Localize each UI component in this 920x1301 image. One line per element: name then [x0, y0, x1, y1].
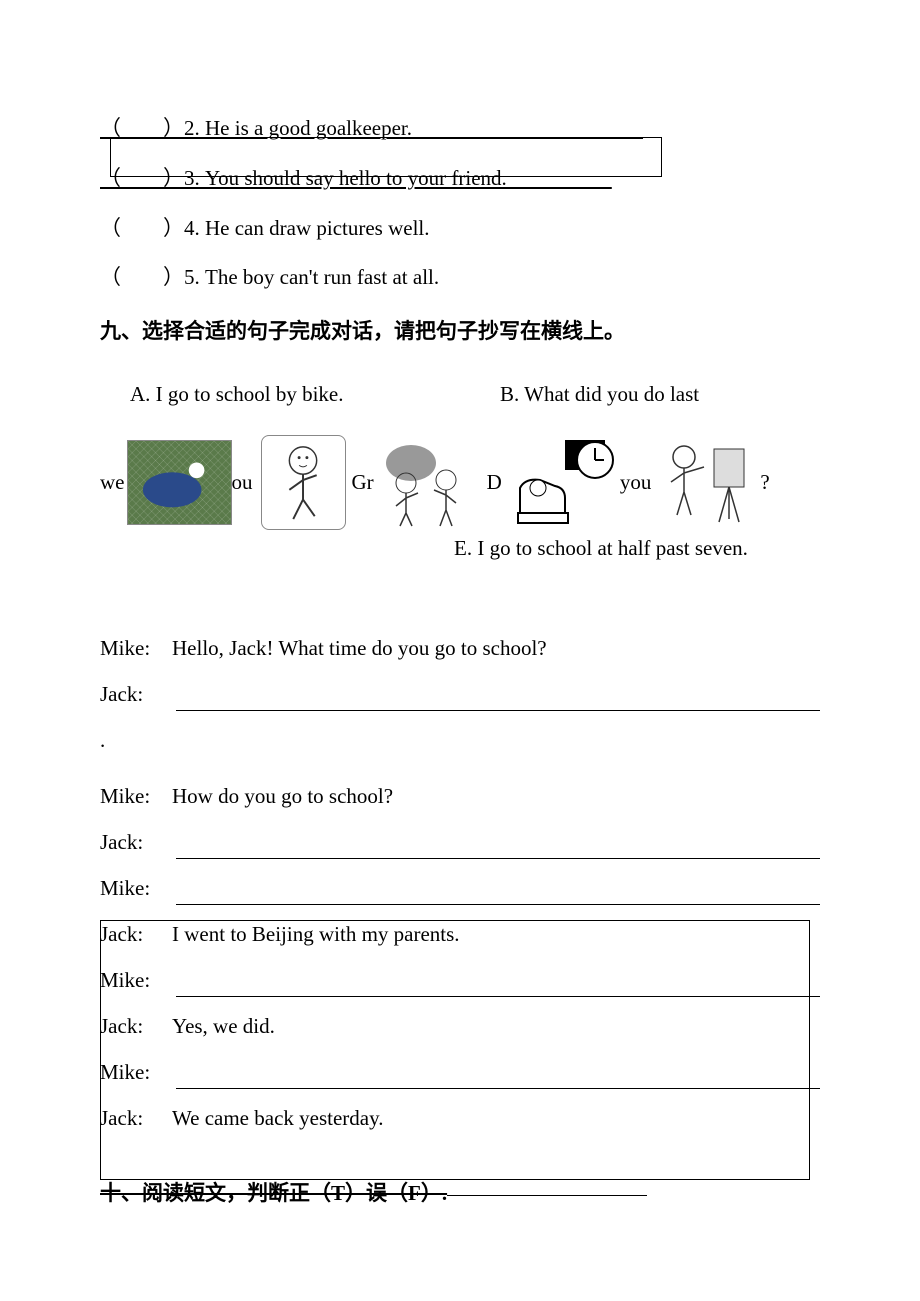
dialogue-line-7: Mike: [100, 959, 820, 1001]
dialogue-text-1: Hello, Jack! What time do you go to scho… [172, 627, 547, 669]
boy-running-icon [262, 436, 345, 529]
dialogue-line-9: Mike: [100, 1051, 820, 1093]
speaker-mike-5: Mike: [100, 1051, 172, 1093]
speaker-mike-1: Mike: [100, 627, 172, 669]
drawing-easel-icon [659, 437, 754, 529]
text-gr: Gr [352, 470, 374, 495]
text-we: we [100, 470, 125, 495]
option-e: E. I go to school at half past seven. [454, 536, 820, 561]
image-greeting [376, 438, 481, 528]
dialogue-line-8: Jack: Yes, we did. [100, 1005, 820, 1047]
question-4: （ ）4. He can draw pictures well. [100, 210, 820, 248]
text-qmark: ? [760, 470, 769, 495]
option-a: A. I go to school by bike. [130, 375, 500, 415]
blank-3 [176, 863, 820, 905]
speaker-jack-5: Jack: [100, 1097, 172, 1139]
option-b: B. What did you do last [500, 375, 820, 415]
section-10-underline [447, 1195, 647, 1196]
dialogue-line-1: Mike: Hello, Jack! What time do you go t… [100, 627, 820, 669]
image-sleeping [510, 438, 618, 528]
dialogue-line-10: Jack: We came back yesterday. [100, 1097, 820, 1139]
options-row-1: A. I go to school by bike. B. What did y… [100, 375, 820, 415]
dialogue-text-6: I went to Beijing with my parents. [172, 913, 460, 955]
dialogue-line-5: Mike: [100, 867, 820, 909]
dialogue-text-10: We came back yesterday. [172, 1097, 384, 1139]
question-2: （ ）2. He is a good goalkeeper. [100, 110, 820, 148]
speaker-jack-2: Jack: [100, 821, 172, 863]
blank-4 [176, 955, 820, 997]
dialogue-line-4: Jack: [100, 821, 820, 863]
dialogue-line-3: Mike: How do you go to school? [100, 775, 820, 817]
image-row: we ou Gr [100, 435, 820, 530]
image-boy-running [261, 435, 346, 530]
dialogue-text-3: How do you go to school? [172, 775, 393, 817]
text-d: D [487, 470, 502, 495]
section-10: 十、阅读短文，判断正（T）误（F）. [100, 1177, 820, 1207]
speaker-jack-4: Jack: [100, 1005, 172, 1047]
speaker-jack-1: Jack: [100, 673, 172, 715]
dialogue-text-8: Yes, we did. [172, 1005, 275, 1047]
dialogue-line-6: Jack: I went to Beijing with my parents. [100, 913, 820, 955]
dialogue-line-2: Jack: [100, 673, 820, 715]
speaker-mike-4: Mike: [100, 959, 172, 1001]
image-goalkeeper [127, 440, 232, 525]
section-10-header: 十、阅读短文，判断正（T）误（F）. [100, 1181, 447, 1205]
speaker-mike-2: Mike: [100, 775, 172, 817]
dialogue-block: Mike: Hello, Jack! What time do you go t… [100, 627, 820, 1139]
text-ou: ou [232, 470, 253, 495]
sleeping-clock-icon [510, 438, 618, 528]
blank-2 [176, 817, 820, 859]
blank-1 [176, 669, 820, 711]
text-you: you [620, 470, 652, 495]
period-line: . [100, 719, 820, 761]
greeting-icon [376, 438, 481, 528]
blank-5 [176, 1047, 820, 1089]
section-9-header: 九、选择合适的句子完成对话，请把句子抄写在横线上。 [100, 315, 820, 345]
question-5: （ ）5. The boy can't run fast at all. [100, 259, 820, 297]
document-content: （ ）2. He is a good goalkeeper. （ ）3. You… [0, 0, 920, 1207]
speaker-mike-3: Mike: [100, 867, 172, 909]
goalkeeper-photo-icon [128, 441, 231, 524]
question-3: （ ）3. You should say hello to your frien… [100, 160, 820, 198]
speaker-jack-3: Jack: [100, 913, 172, 955]
image-drawing [659, 437, 754, 529]
